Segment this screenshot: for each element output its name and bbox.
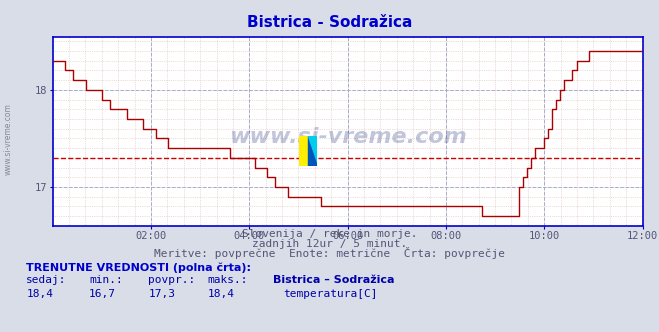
Text: www.si-vreme.com: www.si-vreme.com bbox=[229, 127, 467, 147]
Text: povpr.:: povpr.: bbox=[148, 275, 196, 285]
Text: Meritve: povprečne  Enote: metrične  Črta: povprečje: Meritve: povprečne Enote: metrične Črta:… bbox=[154, 247, 505, 259]
Text: sedaj:: sedaj: bbox=[26, 275, 67, 285]
Text: Slovenija / reke in morje.: Slovenija / reke in morje. bbox=[242, 229, 417, 239]
Text: zadnjih 12ur / 5 minut.: zadnjih 12ur / 5 minut. bbox=[252, 239, 407, 249]
Text: Bistrica - Sodražica: Bistrica - Sodražica bbox=[247, 15, 412, 30]
Text: temperatura[C]: temperatura[C] bbox=[283, 289, 378, 299]
Text: www.si-vreme.com: www.si-vreme.com bbox=[3, 104, 13, 175]
Text: TRENUTNE VREDNOSTI (polna črta):: TRENUTNE VREDNOSTI (polna črta): bbox=[26, 262, 251, 273]
Text: min.:: min.: bbox=[89, 275, 123, 285]
Bar bbox=[308, 136, 317, 166]
Text: 16,7: 16,7 bbox=[89, 289, 116, 299]
Text: 17,3: 17,3 bbox=[148, 289, 175, 299]
Text: 18,4: 18,4 bbox=[208, 289, 235, 299]
Bar bbox=[299, 136, 308, 166]
Text: 18,4: 18,4 bbox=[26, 289, 53, 299]
Text: Bistrica – Sodražica: Bistrica – Sodražica bbox=[273, 275, 395, 285]
Polygon shape bbox=[308, 136, 317, 161]
Text: maks.:: maks.: bbox=[208, 275, 248, 285]
